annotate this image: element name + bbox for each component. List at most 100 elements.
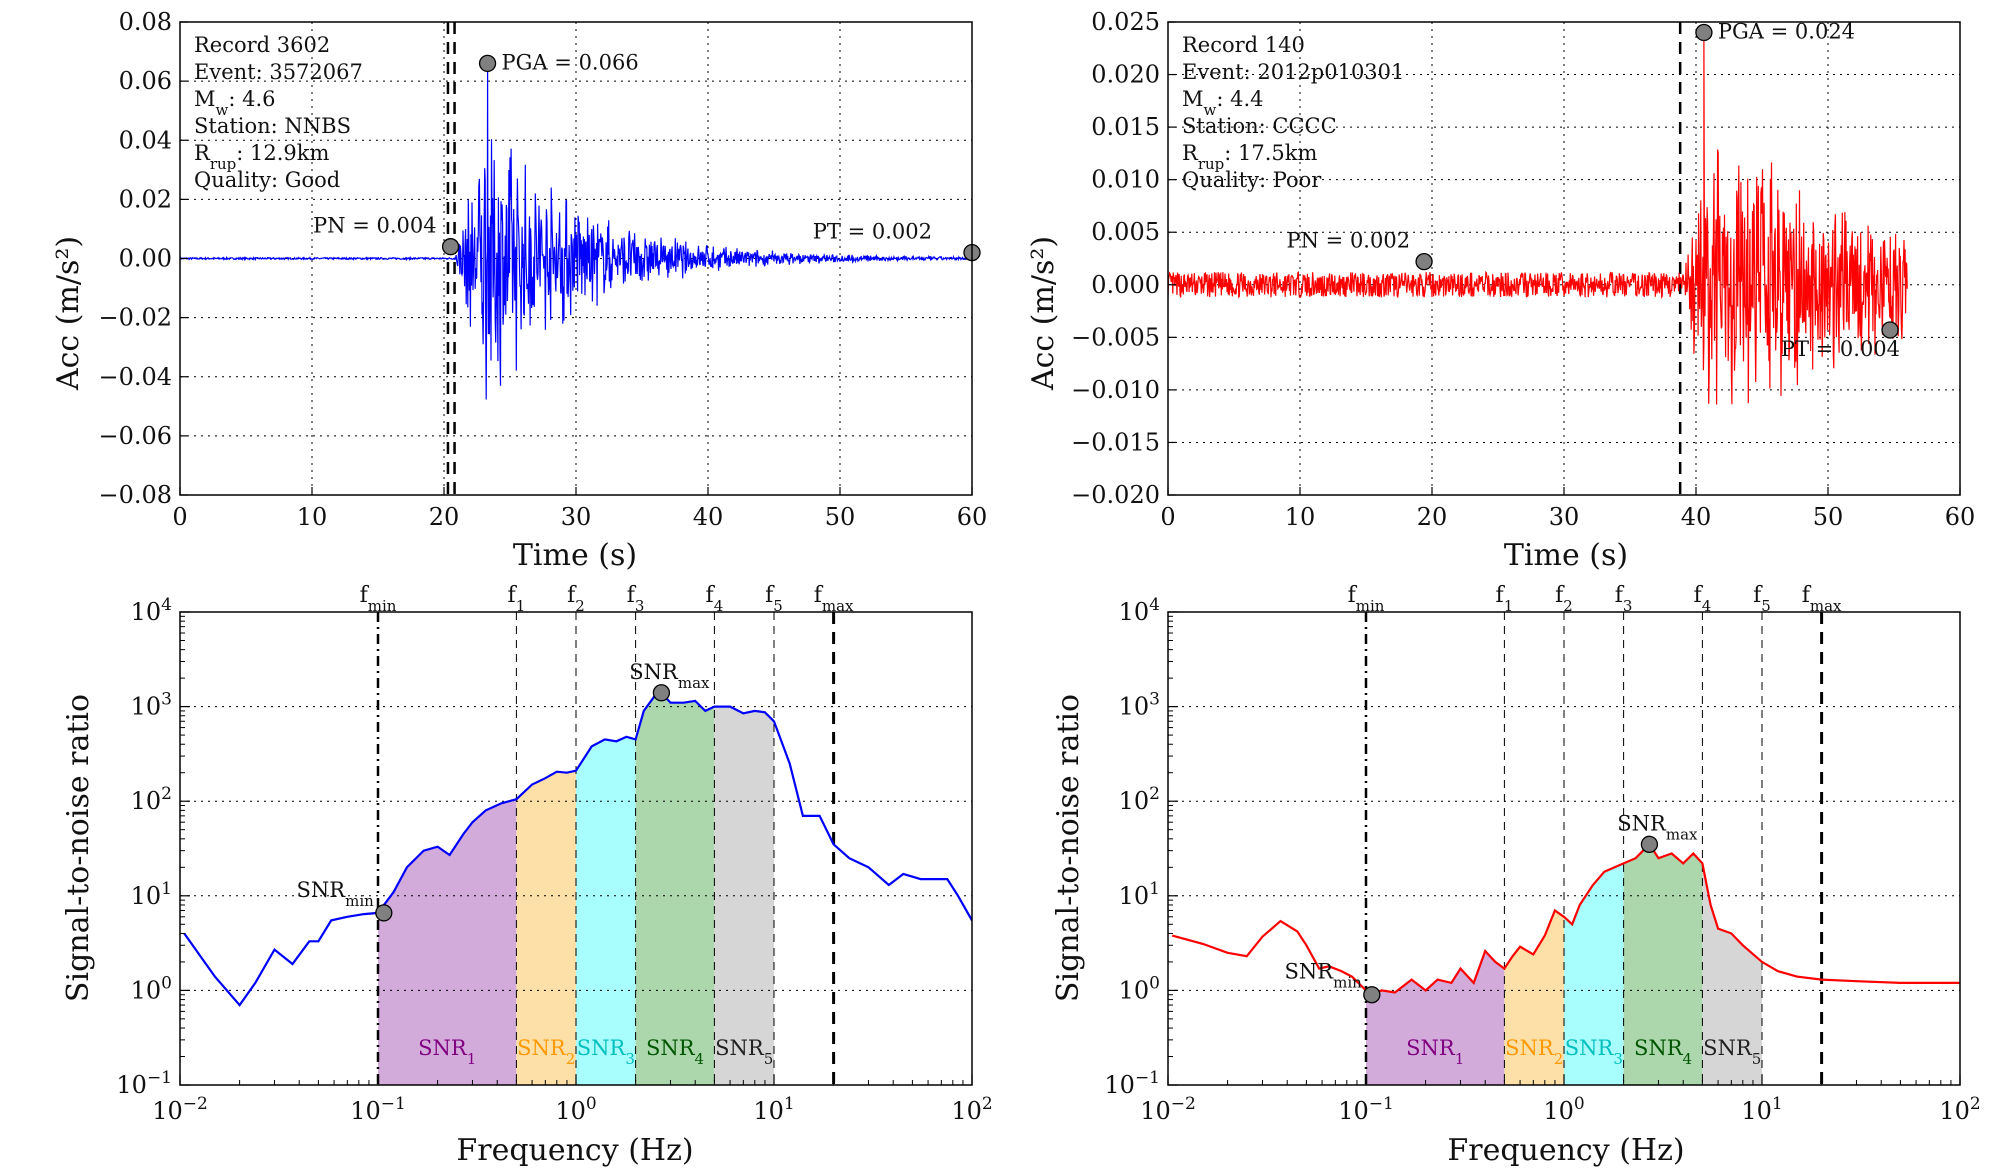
grid-lines — [180, 22, 972, 495]
x-axis-title: Time (s) — [1504, 538, 1628, 573]
marker-label: SNRmin — [1285, 960, 1363, 992]
marker-label: SNRmax — [629, 660, 710, 692]
freq-label-f1: f1 — [508, 583, 526, 615]
band-snr1 — [378, 799, 517, 1085]
y-tick-label: −0.020 — [1071, 481, 1160, 509]
marker-point — [652, 684, 671, 702]
band-snr5 — [714, 706, 774, 1085]
marker-label: PGA = 0.024 — [1718, 20, 1855, 44]
freq-label-f2: f2 — [1555, 583, 1573, 615]
y-tick-label: 10−1 — [1104, 1068, 1160, 1099]
band-snr3 — [576, 736, 636, 1085]
info-line: Mw: 4.6 — [194, 87, 276, 119]
x-tick-label: 101 — [1741, 1094, 1782, 1125]
y-tick-label: 103 — [1119, 690, 1160, 721]
x-axis-title: Frequency (Hz) — [456, 1133, 693, 1168]
x-tick-label: 10 — [1285, 503, 1316, 531]
y-tick-label: 101 — [1119, 879, 1160, 910]
x-tick-label: 40 — [1681, 503, 1712, 531]
y-tick-label: 0.020 — [1091, 61, 1160, 89]
band-snr4 — [635, 692, 715, 1085]
marker-point — [1881, 321, 1899, 339]
time-series-panel-record-3602: Time (s) Acc (m/s²) PGA = 0.066 PN = 0.00… — [51, 8, 987, 573]
y-tick-label: −0.015 — [1071, 428, 1160, 456]
marker-point — [441, 238, 460, 256]
freq-label-f4: f4 — [706, 583, 724, 615]
y-tick-label: 0.000 — [1091, 271, 1160, 299]
info-line: Rrup: 17.5km — [1182, 141, 1317, 173]
x-tick-label: 10−1 — [1338, 1094, 1394, 1125]
x-tick-label: 50 — [1813, 503, 1844, 531]
snr-panel-record-140: Frequency (Hz) Signal-to-noise ratio SNR… — [1051, 583, 1981, 1168]
y-tick-label: 0.04 — [119, 126, 172, 154]
marker-label: PN = 0.004 — [313, 214, 437, 238]
band-label-snr1: SNR1 — [1406, 1036, 1464, 1068]
band-snr2 — [516, 770, 576, 1085]
y-tick-label: 100 — [1119, 973, 1160, 1004]
y-tick-label: 0.025 — [1091, 8, 1160, 36]
info-line: Event: 2012p010301 — [1182, 60, 1404, 84]
y-tick-label: 104 — [1119, 595, 1160, 626]
marker-point — [478, 54, 497, 73]
y-axis-title: Signal-to-noise ratio — [61, 694, 96, 1002]
x-tick-label: 100 — [555, 1094, 596, 1125]
x-tick-label: 10−2 — [1140, 1094, 1196, 1125]
y-tick-label: −0.04 — [98, 363, 172, 391]
y-tick-label: 10−1 — [116, 1068, 172, 1099]
x-tick-label: 102 — [1939, 1094, 1980, 1125]
band-label-snr4: SNR4 — [646, 1036, 704, 1068]
band-snr5 — [1702, 863, 1762, 1085]
x-tick-label: 102 — [951, 1094, 992, 1125]
freq-label-f4: f4 — [1694, 583, 1712, 615]
series-line — [180, 63, 972, 400]
y-tick-label: 0.015 — [1091, 113, 1160, 141]
freq-label-fmin: fmin — [360, 583, 397, 615]
x-tick-label: 100 — [1543, 1094, 1584, 1125]
x-tick-label: 0 — [172, 503, 187, 531]
band-label-snr3: SNR3 — [577, 1036, 635, 1068]
y-tick-label: −0.02 — [98, 304, 172, 332]
y-tick-label: −0.06 — [98, 422, 172, 450]
y-tick-label: 0.06 — [119, 67, 172, 95]
band-snr4 — [1623, 844, 1703, 1085]
x-tick-label: 60 — [957, 503, 988, 531]
freq-label-f5: f5 — [1753, 583, 1771, 615]
y-tick-label: 100 — [131, 973, 172, 1004]
x-tick-label: 10−2 — [152, 1094, 208, 1125]
y-tick-label: 0.00 — [119, 245, 172, 273]
time-series-panel-record-140: Time (s) Acc (m/s²) PGA = 0.024 PN = 0.00… — [1026, 8, 1975, 573]
x-tick-label: 20 — [429, 503, 460, 531]
x-axis-title: Time (s) — [513, 538, 637, 573]
marker-point — [1363, 986, 1381, 1004]
band-label-snr5: SNR5 — [715, 1036, 773, 1068]
freq-label-f3: f3 — [1615, 583, 1633, 615]
info-line: Rrup: 12.9km — [194, 141, 329, 173]
y-tick-label: 101 — [131, 879, 172, 910]
marker-label: PT = 0.004 — [1781, 337, 1900, 361]
series-line — [1171, 842, 1960, 996]
band-label-snr2: SNR2 — [1505, 1036, 1563, 1068]
freq-label-f2: f2 — [567, 583, 585, 615]
freq-label-fmax: fmax — [814, 583, 854, 615]
freq-label-f1: f1 — [1496, 583, 1514, 615]
marker-label: PGA = 0.066 — [502, 50, 639, 74]
x-tick-label: 50 — [825, 503, 856, 531]
x-tick-label: 101 — [753, 1094, 794, 1125]
marker-point — [375, 904, 393, 922]
x-tick-label: 0 — [1160, 503, 1175, 531]
freq-label-fmin: fmin — [1348, 583, 1385, 615]
marker-label: SNRmin — [297, 878, 375, 910]
band-snr3 — [1564, 863, 1624, 1085]
x-tick-label: 30 — [561, 503, 592, 531]
marker-point — [1415, 253, 1433, 271]
marker-label: SNRmax — [1617, 811, 1698, 843]
y-axis-title: Acc (m/s²) — [51, 236, 86, 391]
band-label-snr3: SNR3 — [1565, 1036, 1623, 1068]
marker-label: PT = 0.002 — [813, 220, 932, 244]
freq-label-f5: f5 — [765, 583, 783, 615]
info-line: Mw: 4.4 — [1182, 87, 1264, 119]
band-label-snr5: SNR5 — [1703, 1036, 1761, 1068]
band-label-snr4: SNR4 — [1634, 1036, 1692, 1068]
x-tick-label: 10−1 — [350, 1094, 406, 1125]
